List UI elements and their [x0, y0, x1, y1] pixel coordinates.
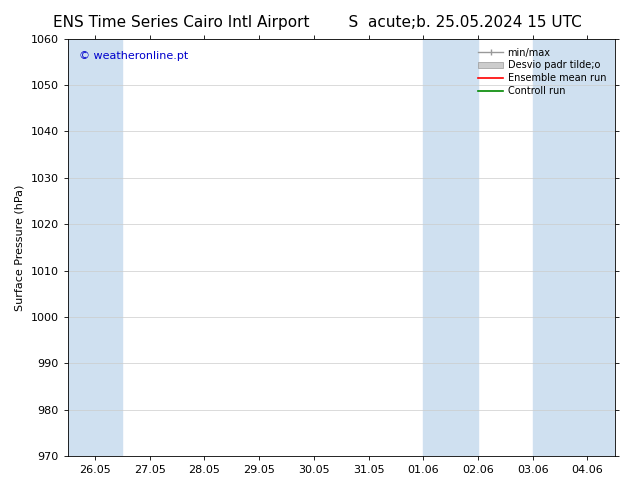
Bar — [533, 39, 615, 456]
Bar — [424, 39, 478, 456]
Y-axis label: Surface Pressure (hPa): Surface Pressure (hPa) — [15, 184, 25, 311]
Text: ENS Time Series Cairo Intl Airport        S  acute;b. 25.05.2024 15 UTC: ENS Time Series Cairo Intl Airport S acu… — [53, 15, 581, 30]
Legend: min/max, Desvio padr tilde;o, Ensemble mean run, Controll run: min/max, Desvio padr tilde;o, Ensemble m… — [474, 44, 610, 100]
Text: © weatheronline.pt: © weatheronline.pt — [79, 51, 188, 61]
Bar — [68, 39, 122, 456]
